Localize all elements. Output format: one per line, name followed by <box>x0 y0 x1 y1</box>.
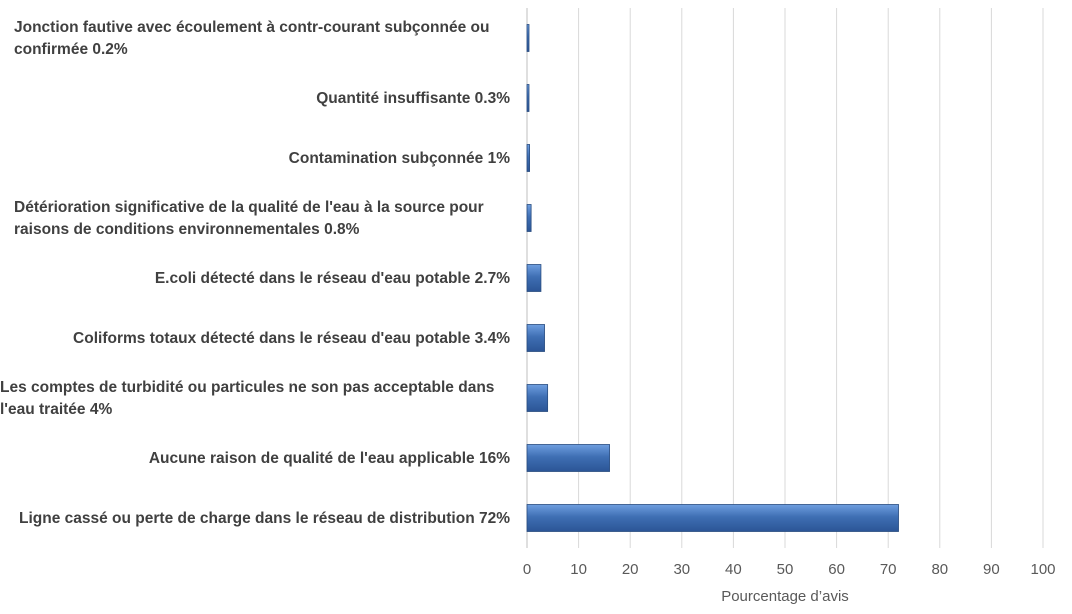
bar <box>526 504 899 532</box>
bars <box>526 24 899 532</box>
category-label: Coliforms totaux détecté dans le réseau … <box>73 330 510 347</box>
x-tick-label: 90 <box>983 561 1000 578</box>
category-label: Aucune raison de qualité de l'eau applic… <box>149 450 510 467</box>
category-label: l'eau traitée 4% <box>0 401 112 418</box>
category-label: Jonction fautive avec écoulement à contr… <box>14 19 489 36</box>
bar <box>526 84 530 112</box>
category-label: raisons de conditions environnementales … <box>14 221 360 238</box>
x-tick-label: 80 <box>931 561 948 578</box>
x-tick-label: 50 <box>777 561 794 578</box>
x-tick-label: 20 <box>622 561 639 578</box>
x-tick-label: 30 <box>673 561 690 578</box>
category-label: E.coli détecté dans le réseau d'eau pota… <box>155 270 510 287</box>
x-tick-label: 60 <box>828 561 845 578</box>
x-tick-label: 100 <box>1030 561 1055 578</box>
gridlines <box>526 8 1044 548</box>
category-labels: Jonction fautive avec écoulement à contr… <box>0 19 510 527</box>
bar <box>526 24 530 52</box>
bar <box>526 204 532 232</box>
x-tick-label: 0 <box>523 561 531 578</box>
x-axis-title: Pourcentage d’avis <box>721 588 849 605</box>
x-tick-label: 40 <box>725 561 742 578</box>
bar <box>526 324 545 352</box>
bar <box>526 264 542 292</box>
category-label: Les comptes de turbidité ou particules n… <box>0 379 494 396</box>
x-axis: 0 10 20 30 40 50 60 70 80 90 100 <box>523 561 1056 578</box>
category-label: Détérioration significative de la qualit… <box>14 199 484 216</box>
category-label: Ligne cassé ou perte de charge dans le r… <box>19 510 510 527</box>
x-tick-label: 10 <box>570 561 587 578</box>
category-label: confirmée 0.2% <box>14 41 128 58</box>
bar <box>526 444 610 472</box>
x-tick-label: 70 <box>880 561 897 578</box>
bar <box>526 384 549 412</box>
category-label: Quantité insuffisante 0.3% <box>316 90 510 107</box>
bar <box>526 144 530 172</box>
category-label: Contamination subçonnée 1% <box>289 150 511 167</box>
